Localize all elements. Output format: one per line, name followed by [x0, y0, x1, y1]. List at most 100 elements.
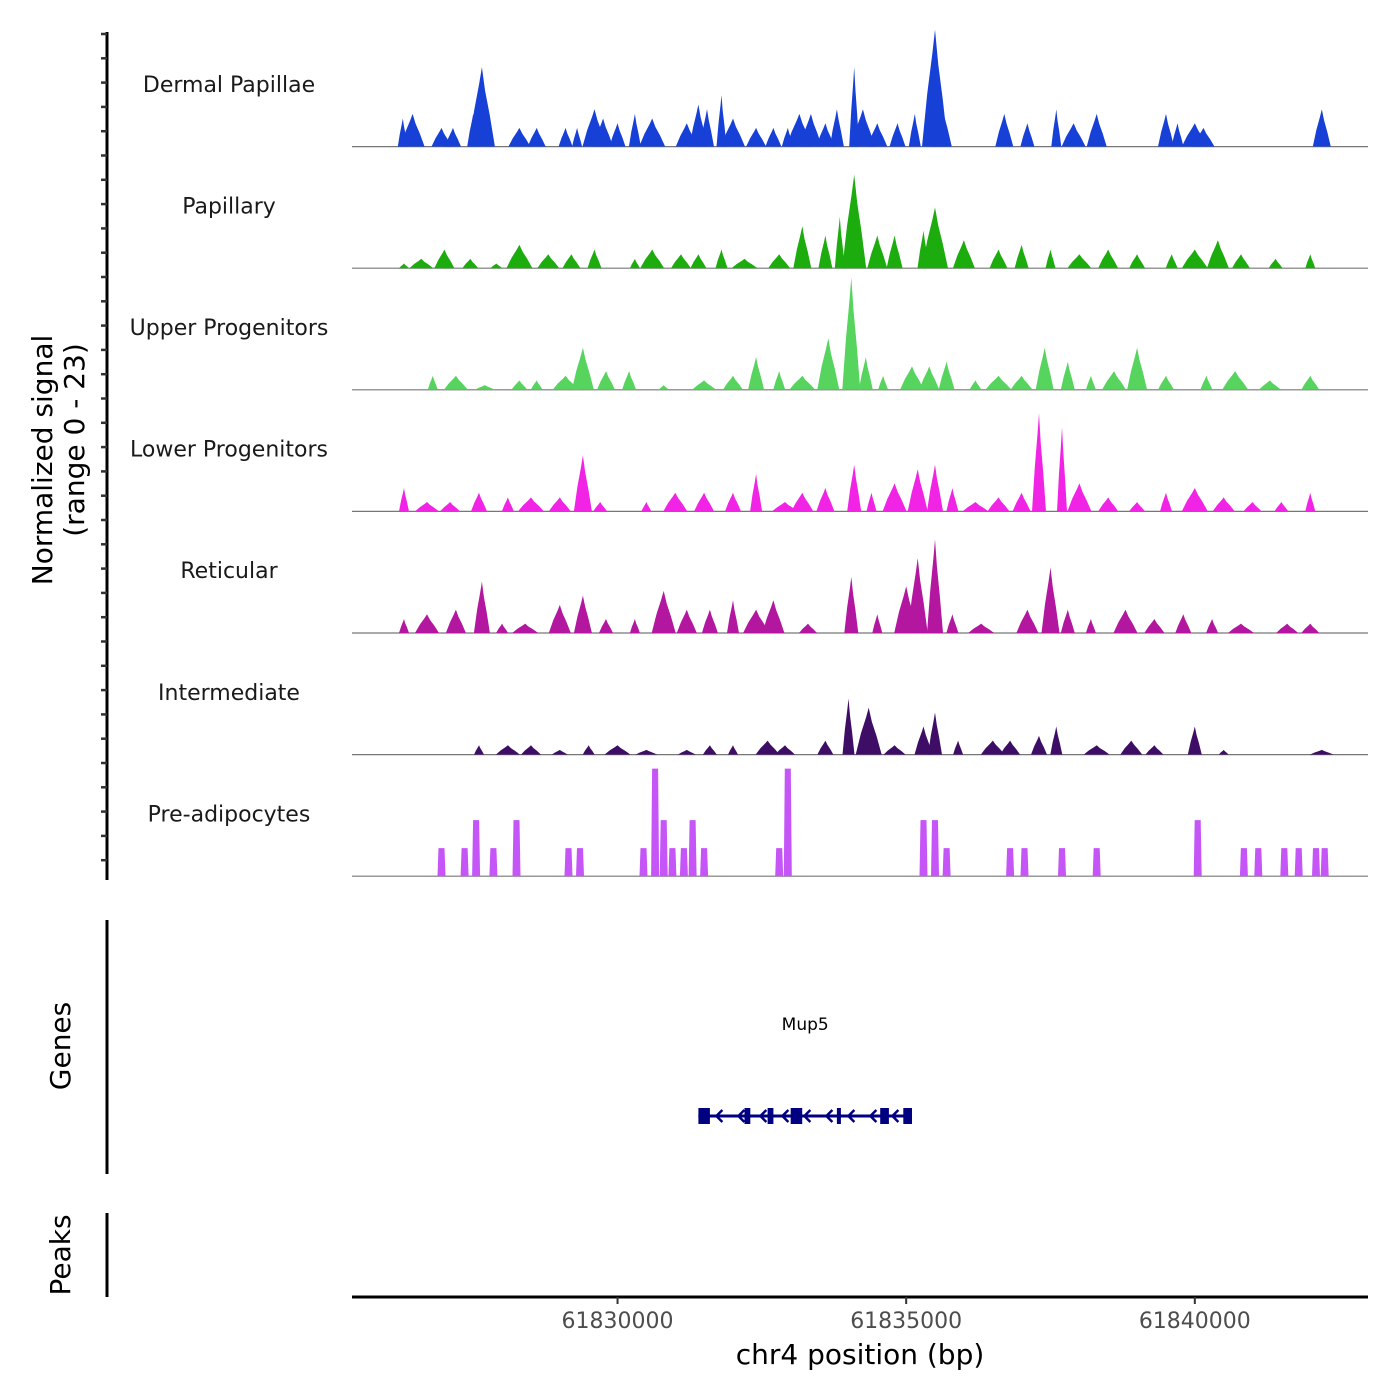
- signal-peak: [1165, 254, 1178, 269]
- signal-peak: [731, 258, 758, 269]
- signal-peak: [1113, 609, 1138, 633]
- signal-peak: [1301, 623, 1320, 633]
- signal-peak: [946, 488, 959, 512]
- signal-peak: [1035, 347, 1054, 390]
- signal-peak: [1012, 492, 1031, 512]
- signal-peak: [474, 385, 495, 390]
- signal-peak: [1206, 619, 1219, 633]
- signal-peak: [1129, 502, 1146, 512]
- signal-peak: [576, 848, 584, 877]
- signal-peak: [399, 488, 409, 512]
- signal-peak: [844, 576, 859, 633]
- signal-peak: [1276, 623, 1299, 633]
- signal-peak: [604, 745, 631, 755]
- signal-peak: [775, 745, 795, 755]
- signal-peak: [663, 492, 688, 512]
- signal-tracks: Dermal Papillae Papillary Upper Progenitor…: [130, 29, 1368, 877]
- signal-peak: [847, 464, 862, 512]
- y-axis-title: Normalized signal (range 0 - 23): [26, 335, 91, 586]
- signal-peak: [799, 113, 822, 147]
- signal-peak: [700, 848, 709, 877]
- peaks-panel: Peaks: [44, 1213, 109, 1297]
- signal-peak: [725, 492, 741, 512]
- signal-peak: [593, 118, 614, 147]
- strand-arrow: [780, 1109, 790, 1123]
- gene-mup5: Mup5: [698, 1015, 912, 1124]
- signal-peak: [1200, 375, 1213, 390]
- strand-arrow: [890, 1109, 900, 1123]
- signal-peak: [639, 848, 648, 877]
- signal-peak: [443, 375, 468, 390]
- signal-peak: [1127, 347, 1148, 390]
- gene-exon: [880, 1108, 889, 1124]
- signal-peak: [496, 623, 509, 633]
- signal-peak: [1254, 848, 1263, 877]
- strand-arrow: [736, 1109, 746, 1123]
- signal-peak: [415, 502, 439, 512]
- x-tick-label: 61840000: [1139, 1309, 1251, 1334]
- signal-peak: [886, 235, 903, 269]
- signal-peak: [987, 497, 1010, 512]
- signal-peak: [651, 590, 676, 633]
- signal-peak: [878, 375, 889, 390]
- x-tick-label: 61835000: [850, 1309, 962, 1334]
- signal-peak: [907, 558, 928, 633]
- signal-peak: [1268, 258, 1283, 269]
- signal-peak: [527, 127, 546, 147]
- signal-peak: [1020, 123, 1035, 147]
- signal-peak: [640, 249, 665, 269]
- signal-peak: [765, 127, 782, 147]
- signal-peak: [1014, 244, 1029, 269]
- signal-peak: [1051, 109, 1062, 147]
- signal-peak: [928, 712, 942, 755]
- signal-peak: [1158, 375, 1174, 390]
- signal-peak: [1016, 609, 1039, 633]
- signal-peak: [1305, 254, 1316, 269]
- signal-peak: [789, 375, 816, 390]
- signal-peak: [919, 820, 928, 877]
- signal-peak: [793, 226, 812, 269]
- signal-peak: [1181, 488, 1208, 512]
- signal-peak: [755, 740, 780, 755]
- genes-panel: Genes Mup5: [44, 920, 912, 1174]
- signal-peak: [842, 277, 861, 390]
- signal-peak: [471, 492, 487, 512]
- x-tick-label: 61830000: [562, 1309, 674, 1334]
- signal-peak: [558, 127, 573, 147]
- strand-arrow: [868, 1109, 878, 1123]
- signal-peak: [748, 357, 765, 390]
- signal-peak: [462, 258, 479, 269]
- signal-peak: [1206, 240, 1229, 269]
- signal-peak: [1045, 249, 1056, 269]
- signal-peak: [1192, 127, 1215, 147]
- signal-peak: [1280, 848, 1289, 877]
- signal-peak: [676, 609, 697, 633]
- signal-peak: [635, 749, 658, 755]
- signal-peak: [866, 492, 877, 512]
- track-reticular: Reticular: [180, 539, 1368, 634]
- signal-peak: [743, 609, 770, 633]
- signal-peak: [938, 361, 955, 390]
- gene-label: Mup5: [782, 1015, 829, 1035]
- signal-peak: [512, 623, 539, 633]
- signal-peak: [931, 820, 939, 877]
- signal-peak: [985, 375, 1012, 390]
- signal-peak: [399, 263, 409, 269]
- signal-peak: [641, 502, 652, 512]
- signal-peak: [690, 254, 707, 269]
- signal-peak: [399, 619, 409, 633]
- signal-peak: [1239, 848, 1248, 877]
- signal-peak: [460, 848, 469, 877]
- signal-peak: [900, 366, 924, 390]
- signal-peak: [1129, 254, 1146, 269]
- signal-peak: [671, 254, 691, 269]
- signal-peak: [694, 492, 715, 512]
- signal-peak: [922, 207, 948, 269]
- signal-peak: [1085, 375, 1096, 390]
- signal-peak: [572, 127, 583, 147]
- signal-peak: [1061, 123, 1086, 147]
- signal-peak: [548, 497, 571, 512]
- signal-peak: [702, 745, 717, 755]
- signal-peak: [1258, 380, 1281, 390]
